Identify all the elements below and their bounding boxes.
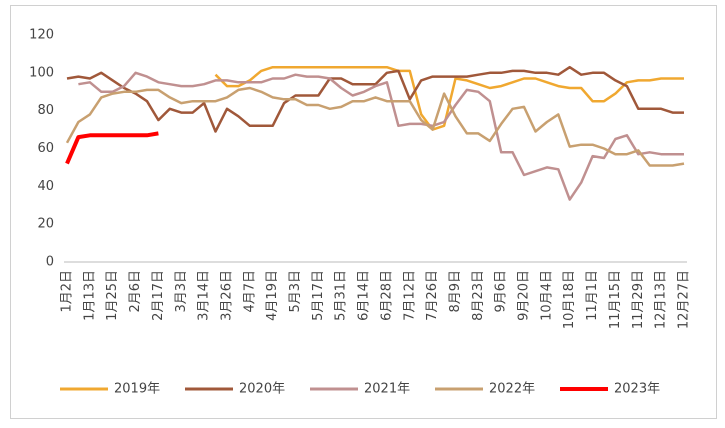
legend-label: 2021年	[364, 382, 410, 397]
x-tick-label: 2月17日	[151, 270, 166, 321]
x-tick-label: 11月15日	[608, 270, 623, 329]
legend-label: 2023年	[614, 382, 660, 397]
x-tick-label: 6月28日	[379, 270, 394, 321]
x-tick-label: 12月27日	[677, 270, 692, 329]
series-line	[214, 65, 684, 131]
x-tick-label: 2月6日	[128, 270, 143, 313]
x-tick-label: 4月7日	[242, 270, 257, 313]
x-tick-label: 1月13日	[82, 270, 97, 321]
series-line	[65, 131, 159, 165]
y-tick-label: 120	[29, 28, 54, 43]
x-tick-label: 3月26日	[219, 270, 234, 321]
frame	[10, 5, 717, 419]
y-tick-label: 60	[37, 141, 54, 156]
x-tick-label: 1月2日	[60, 270, 75, 313]
x-tick-label: 9月6日	[494, 270, 509, 313]
x-tick-label: 3月14日	[197, 270, 212, 321]
y-tick-label: 0	[46, 255, 54, 270]
x-tick-label: 6月14日	[357, 270, 372, 321]
y-tick-label: 20	[37, 217, 54, 232]
x-tick-label: 4月19日	[265, 270, 280, 321]
y-tick-label: 80	[37, 103, 54, 118]
series-line	[66, 65, 684, 133]
x-tick-label: 8月9日	[448, 270, 463, 313]
series-line	[65, 86, 685, 167]
x-tick-label: 11月29日	[631, 270, 646, 329]
x-tick-label: 9月20日	[517, 270, 532, 321]
x-tick-label: 10月18日	[562, 270, 577, 329]
x-tick-label: 5月31日	[334, 270, 349, 321]
x-tick-label: 5月3日	[288, 270, 303, 313]
x-tick-label: 5月17日	[311, 270, 326, 321]
x-tick-label: 1月25日	[105, 270, 120, 321]
series-line	[78, 71, 684, 201]
y-tick-label: 100	[29, 65, 54, 80]
x-tick-label: 7月26日	[425, 270, 440, 321]
legend-label: 2020年	[239, 382, 285, 397]
x-tick-label: 3月3日	[174, 270, 189, 313]
x-tick-label: 11月1日	[585, 270, 600, 321]
legend-label: 2022年	[489, 382, 535, 397]
x-tick-label: 12月13日	[654, 270, 669, 329]
legend-label: 2019年	[114, 382, 160, 397]
x-tick-label: 7月12日	[402, 270, 417, 321]
y-tick-label: 40	[37, 179, 54, 194]
x-tick-label: 10月4日	[539, 270, 554, 321]
x-tick-label: 8月23日	[471, 270, 486, 321]
